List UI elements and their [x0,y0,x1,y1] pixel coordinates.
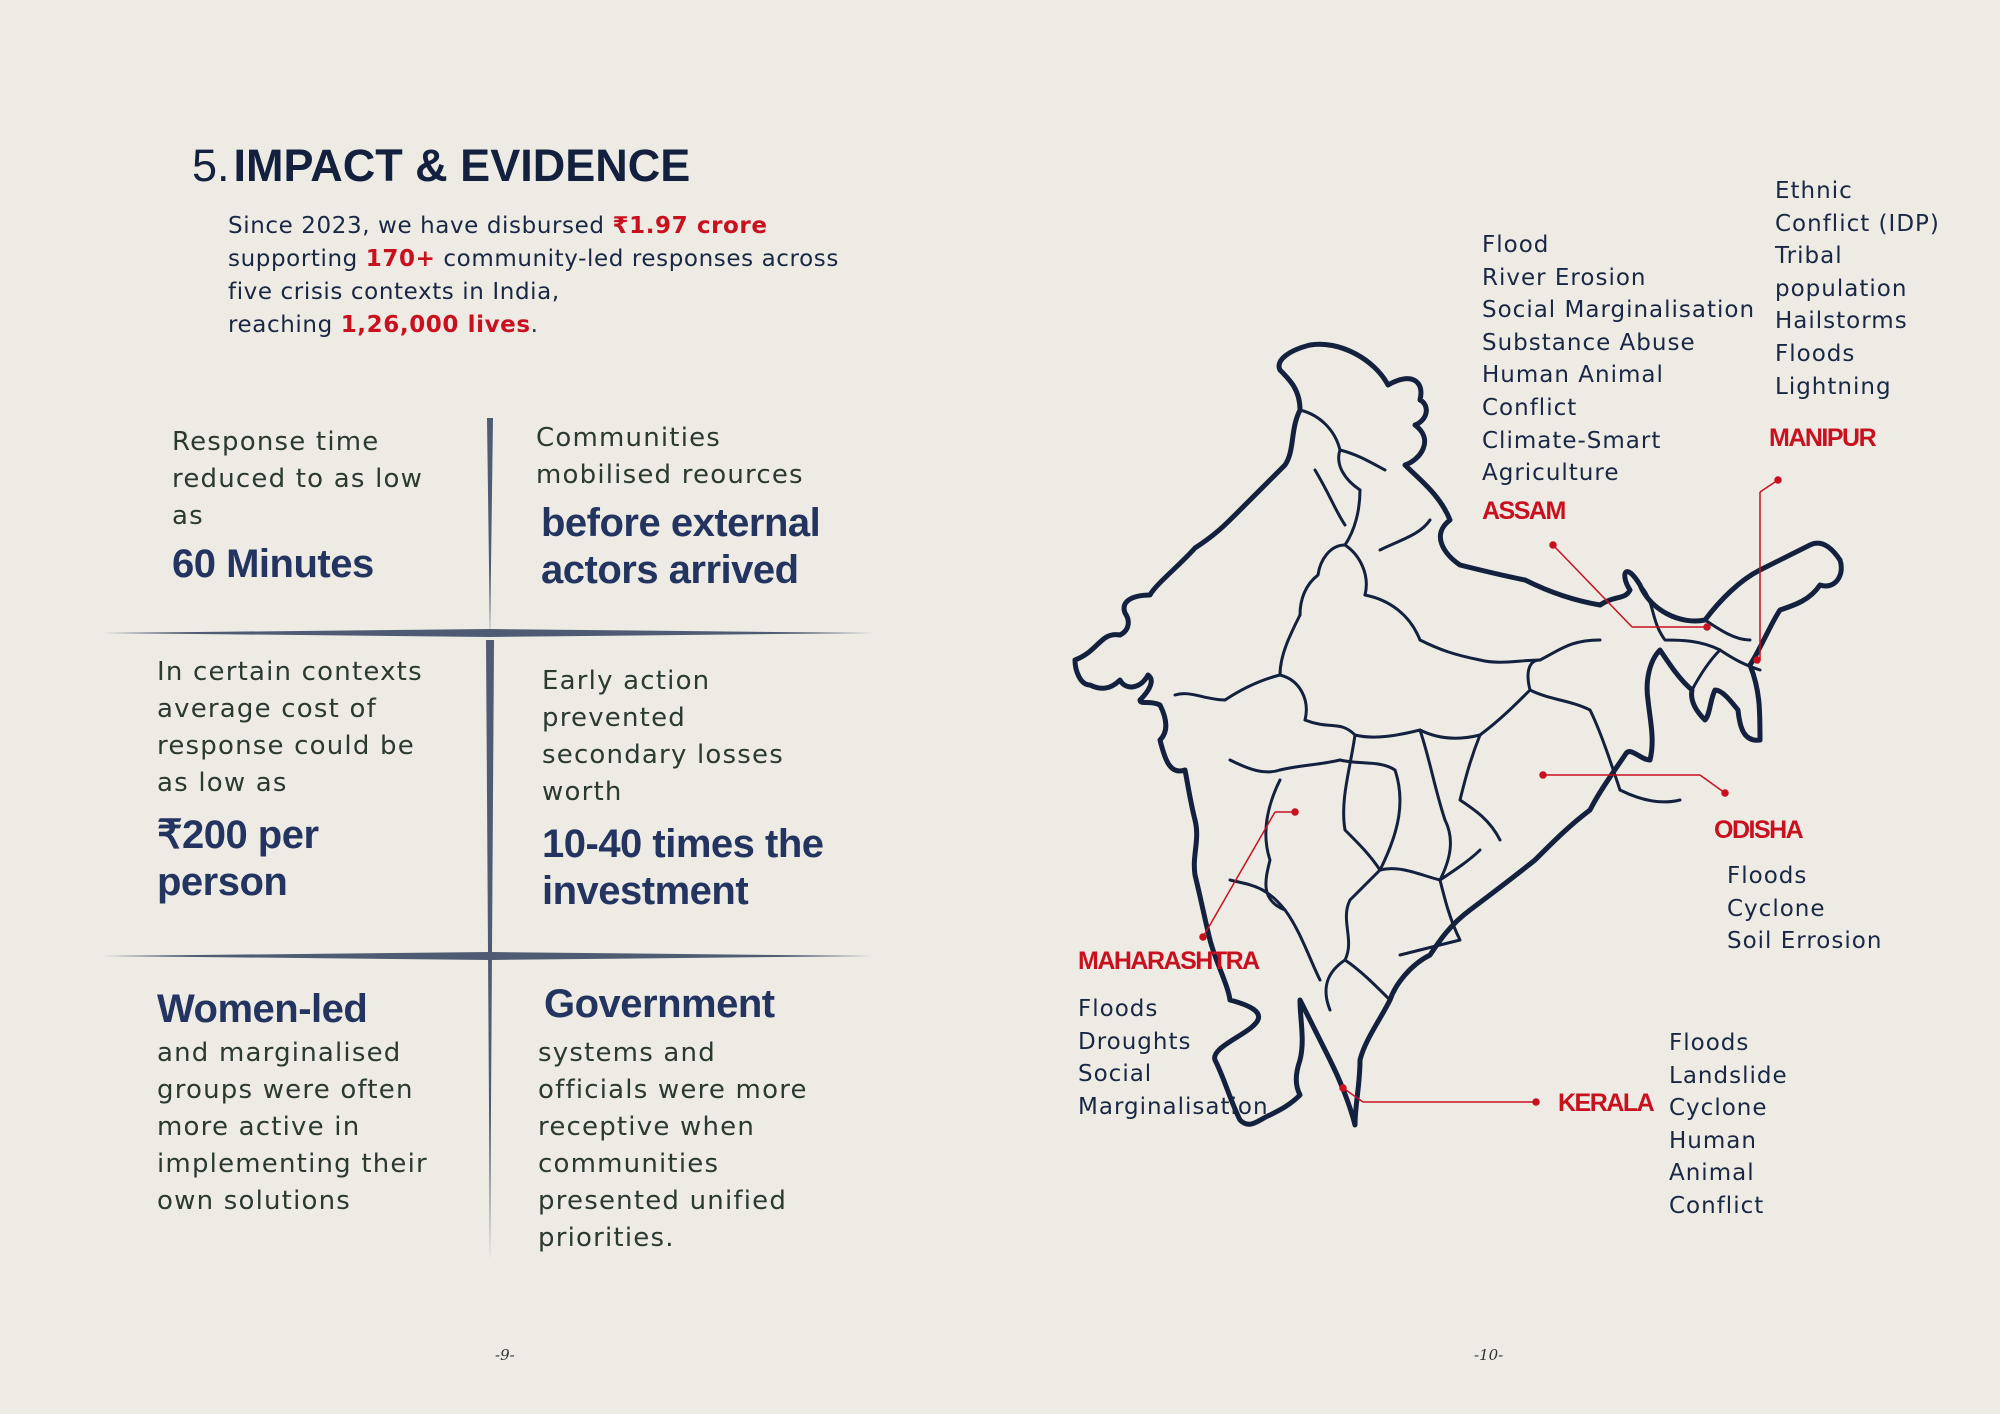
lives-highlight: 1,26,000 lives [340,312,531,338]
amount-highlight: ₹1.97 crore [612,213,768,239]
intro-paragraph: Since 2023, we have disbursed ₹1.97 cror… [228,210,868,342]
stat-early-action: Early action prevented secondary losses wor… [542,663,882,915]
stat-caption: systems and officials were more receptive … [538,1038,808,1253]
intro-text: reaching [228,312,341,338]
assam-issues: Flood River Erosion Social Marginalisation… [1482,232,1756,487]
grid-dividers [103,418,872,1260]
state-borders [1173,408,1762,1012]
stat-value: Women-led [157,987,368,1031]
stat-caption: and marginalised groups were often more ac… [157,1038,428,1216]
state-label-kerala: KERALA [1558,1089,1655,1117]
manipur-issues: Ethnic Conflict (IDP) Tribal population Hail… [1775,178,1940,400]
stat-community-mobilised: Communities mobilised reources before ext… [536,420,876,594]
stat-value: ₹200 per person [157,813,319,904]
odisha-issues: Floods Cyclone Soil Errosion [1727,863,1883,955]
stat-caption: Communities mobilised reources [536,423,804,490]
stat-value: before external actors arrived [541,501,821,592]
intro-text: . [530,312,539,338]
section-title: IMPACT & EVIDENCE [233,140,691,191]
leader-lines [1199,476,1782,1106]
intro-text: supporting [228,246,366,272]
section-heading: 5.IMPACT & EVIDENCE [192,140,690,192]
kerala-issues: Floods Landslide Cyclone Human Animal Conflic… [1669,1030,1788,1219]
horizontal-divider-1 [103,629,872,637]
stat-value: 10-40 times the investment [542,822,824,913]
stat-value: Government [544,982,775,1026]
stat-caption: In certain contexts average cost of respon… [157,657,423,798]
vertical-divider [487,418,493,640]
stat-response-time: Response time reduced to as low as 60 Minu… [172,424,472,588]
stat-caption: Early action prevented secondary losses wor… [542,666,784,807]
state-label-assam: ASSAM [1482,497,1566,525]
intro-text: five crisis contexts in India, [228,279,560,305]
page-number-right: -10- [1474,1346,1504,1364]
intro-text: community-led responses across [435,246,839,272]
state-label-odisha: ODISHA [1714,816,1804,844]
intro-text: Since 2023, we have disbursed [228,213,613,239]
horizontal-divider-2 [103,952,872,960]
stat-value: 60 Minutes [172,542,374,586]
vertical-divider [486,640,494,1260]
count-highlight: 170+ [365,246,436,272]
page-number-left: -9- [495,1346,515,1364]
section-number: 5. [192,140,230,191]
stat-cost-of-response: In certain contexts average cost of respon… [157,654,477,906]
state-label-maharashtra: MAHARASHTRA [1078,947,1260,975]
state-label-manipur: MANIPUR [1769,424,1877,452]
maharashtra-issues: Floods Droughts Social Marginalisation [1078,996,1269,1120]
stat-women-led: Women-led and marginalised groups were of… [157,986,477,1220]
stat-government: Government systems and officials were mor… [538,981,878,1257]
stat-caption: Response time reduced to as low as [172,427,424,531]
